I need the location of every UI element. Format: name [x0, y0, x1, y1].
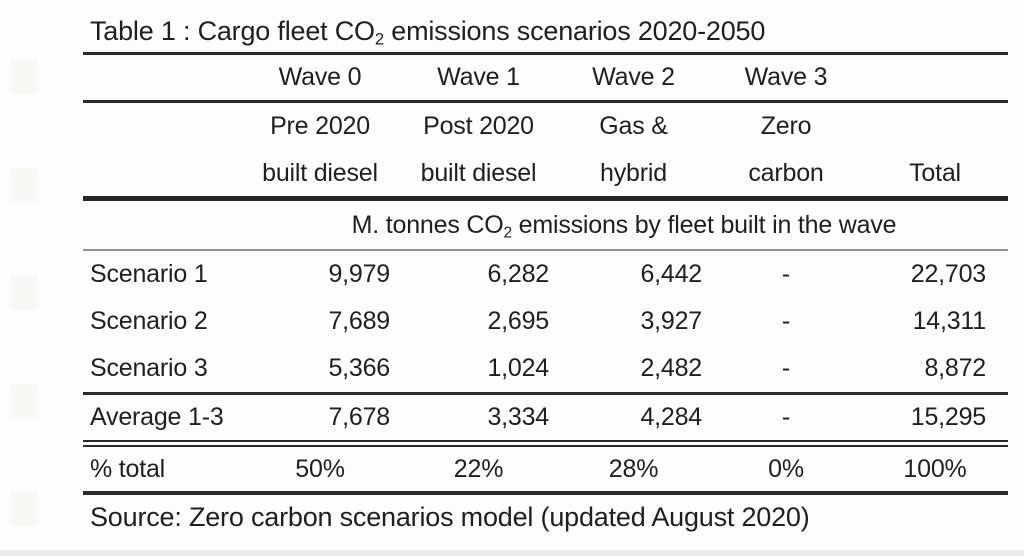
emissions-table: Table 1 : Cargo fleet CO2 emissions scen… [83, 0, 1008, 540]
subheader-pre-2020: Pre 2020 [270, 112, 370, 140]
header-wave-1: Wave 1 [437, 63, 520, 91]
cell-wave3: - [781, 403, 791, 431]
subheader-carbon: carbon [748, 158, 824, 187]
units-pre: M. tonnes CO [351, 210, 504, 239]
header-wave-0: Wave 0 [278, 63, 362, 91]
table-title-text: Table 1 : Cargo fleet CO2 emissions scen… [90, 16, 766, 49]
row-label: Scenario 2 [90, 307, 208, 335]
cell-wave0: 5,366 [328, 354, 390, 382]
source-line: Source: Zero carbon scenarios model (upd… [83, 495, 1008, 540]
cell-wave0: 7,678 [328, 403, 390, 431]
header-wave-2: Wave 2 [592, 63, 675, 91]
subheader-hybrid: hybrid [600, 158, 667, 187]
units-row: M. tonnes CO2 emissions by fleet built i… [83, 201, 1008, 249]
units-post: emissions by fleet built in the wave [511, 210, 897, 239]
cell-total: 15,295 [910, 403, 986, 431]
compression-artifact [9, 384, 39, 418]
subheader-built-diesel-1: built diesel [420, 158, 537, 187]
row-label: Scenario 3 [90, 354, 208, 382]
cell-wave2: 6,442 [640, 260, 702, 288]
source-text: Source: Zero carbon scenarios model (upd… [90, 502, 810, 532]
row-percent-total: % total 50% 22% 28% 0% 100% [83, 447, 1008, 491]
double-rule-under-average [83, 440, 1008, 447]
row-scenario-2: Scenario 2 7,689 2,695 3,927 - 14,311 [83, 298, 1008, 345]
cell-wave2: 4,284 [640, 403, 702, 431]
cell-wave1: 6,282 [487, 260, 549, 288]
subheader-zero: Zero [760, 112, 812, 140]
wave-header-row: Wave 0 Wave 1 Wave 2 Wave 3 [83, 55, 1008, 100]
row-scenario-3: Scenario 3 5,366 1,024 2,482 - 8,872 [83, 345, 1008, 392]
cell-wave3: - [781, 260, 791, 288]
units-text: M. tonnes CO2 emissions by fleet built i… [240, 210, 1008, 241]
compression-artifact [9, 492, 39, 526]
table-title: Table 1 : Cargo fleet CO2 emissions scen… [83, 0, 1008, 52]
cell-total: 8,872 [924, 354, 986, 382]
cell-wave0: 9,979 [328, 260, 390, 288]
cell-total: 22,703 [910, 260, 986, 288]
cell-wave3: - [781, 354, 791, 382]
rule-under-units [83, 249, 1008, 251]
cell-wave1: 2,695 [487, 307, 549, 335]
subheader-row-1: Pre 2020 Post 2020 Gas & Zero [83, 103, 1008, 150]
cell-wave2: 2,482 [640, 354, 702, 382]
rule-under-title [83, 52, 1008, 55]
row-average: Average 1-3 7,678 3,334 4,284 - 15,295 [83, 395, 1008, 440]
bottom-edge-band [0, 550, 1024, 556]
cell-wave3: - [781, 307, 791, 335]
cell-wave1: 1,024 [487, 354, 549, 382]
cell-wave0: 50% [295, 454, 345, 483]
cell-wave2: 3,927 [640, 307, 702, 335]
subheader-gas: Gas & [599, 112, 668, 140]
rule-under-percent [83, 491, 1008, 495]
title-co2-subscript: 2 [374, 29, 384, 49]
cell-wave0: 7,689 [328, 307, 390, 335]
rule-above-average [83, 392, 1008, 395]
compression-artifact [9, 168, 39, 202]
cell-wave2: 28% [608, 454, 659, 483]
title-pre: Table 1 : Cargo fleet CO [90, 16, 375, 46]
title-post: emissions scenarios 2020-2050 [383, 16, 766, 46]
units-co2-subscript: 2 [503, 223, 512, 241]
header-wave-3: Wave 3 [744, 63, 828, 91]
header-total: Total [909, 158, 961, 187]
compression-artifact [9, 60, 39, 94]
subheader-row-2: built diesel built diesel hybrid carbon … [83, 150, 1008, 196]
cell-wave1: 3,334 [487, 403, 549, 431]
subheader-post-2020: Post 2020 [423, 112, 534, 140]
row-label: Average 1-3 [90, 403, 224, 431]
cell-total: 14,311 [912, 307, 987, 335]
rule-under-subheaders [83, 196, 1008, 201]
rule-under-wave-headers [83, 100, 1008, 103]
cell-total: 100% [903, 454, 967, 483]
subheader-built-diesel-0: built diesel [262, 158, 378, 187]
cell-wave3: 0% [768, 454, 804, 483]
row-label: Scenario 1 [90, 260, 208, 288]
row-scenario-1: Scenario 1 9,979 6,282 6,442 - 22,703 [83, 251, 1008, 298]
row-label: % total [90, 454, 166, 483]
cell-wave1: 22% [453, 454, 504, 483]
compression-artifact [9, 276, 39, 310]
